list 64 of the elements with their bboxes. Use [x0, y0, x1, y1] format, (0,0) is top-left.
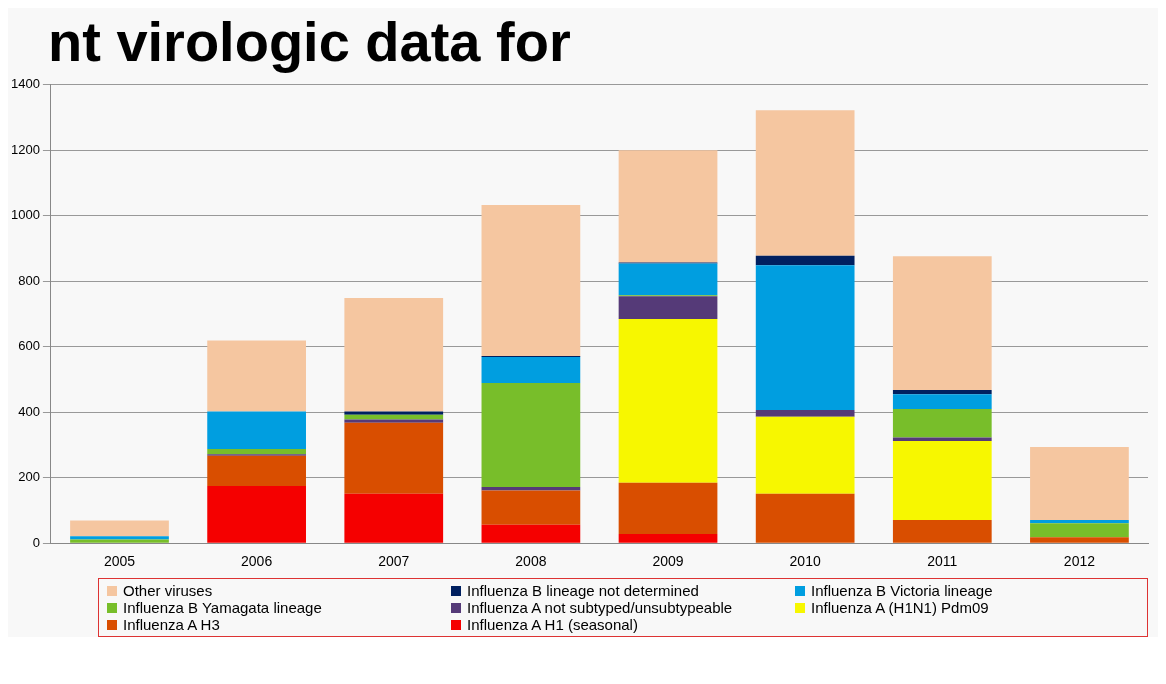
bar: [618, 150, 718, 263]
bar: [344, 411, 444, 415]
y-tick-label: 800: [18, 272, 40, 288]
bar: [618, 263, 718, 296]
x-tick-label: 2006: [241, 553, 273, 570]
x-tick-label: 2005: [103, 553, 136, 570]
bar: [207, 485, 306, 543]
bar: [344, 493, 444, 543]
y-tick-label: 200: [18, 469, 40, 485]
bar: [207, 411, 306, 449]
bar: [755, 493, 855, 543]
y-tick-label: 600: [18, 338, 40, 354]
bar: [1030, 519, 1129, 524]
bar: [1030, 537, 1129, 543]
bar: [207, 455, 306, 486]
bar: [481, 383, 581, 487]
x-tick-label: 2010: [789, 553, 821, 570]
bar: [618, 318, 718, 483]
y-tick-label: 0: [32, 534, 40, 550]
bar: [481, 356, 581, 384]
legend-label: Influenza B Victoria lineage: [811, 582, 993, 599]
bar: [207, 340, 306, 412]
bar: [344, 422, 444, 494]
bar: [344, 419, 444, 423]
bar: [1030, 446, 1129, 520]
x-tick-label: 2008: [515, 553, 547, 570]
bar: [892, 256, 992, 390]
bar: [892, 441, 992, 520]
bar: [207, 448, 306, 455]
y-tick-label: 400: [18, 403, 40, 419]
bar: [344, 297, 444, 412]
bar: [755, 409, 855, 417]
bar: [618, 534, 718, 543]
bar: [892, 394, 992, 409]
x-tick-label: 2011: [927, 553, 958, 570]
chart-title: nt virologic data for: [47, 9, 572, 74]
bar: [755, 110, 855, 256]
y-tick-label: 1200: [11, 141, 40, 157]
legend-label: Influenza A (H1N1) Pdm09: [811, 599, 989, 616]
bar: [1030, 523, 1129, 538]
legend-label: Other viruses: [123, 582, 213, 599]
bar: [481, 524, 581, 543]
legend-label: Influenza A H1 (seasonal): [467, 616, 638, 633]
bar: [892, 389, 992, 395]
bar: [618, 482, 718, 535]
x-tick-label: 2007: [378, 553, 410, 570]
x-tick-label: 2012: [1063, 553, 1096, 570]
bar: [755, 255, 855, 266]
y-tick-label: 1400: [11, 76, 40, 92]
legend-label: Influenza B lineage not determined: [467, 582, 699, 599]
bar: [70, 520, 169, 537]
bar: [755, 265, 855, 410]
bar: [481, 204, 581, 356]
bar: [618, 296, 718, 319]
legend-label: Influenza A not subtyped/unsubtypeable: [467, 599, 733, 616]
bar: [481, 490, 581, 525]
bar: [755, 416, 855, 494]
y-tick-label: 1000: [11, 207, 40, 223]
bar: [892, 437, 992, 442]
x-tick-label: 2009: [652, 553, 684, 570]
legend-label: Influenza A H3: [123, 616, 220, 633]
legend-label: Influenza B Yamagata lineage: [123, 599, 322, 616]
bar: [892, 519, 992, 543]
bar: [892, 408, 992, 438]
